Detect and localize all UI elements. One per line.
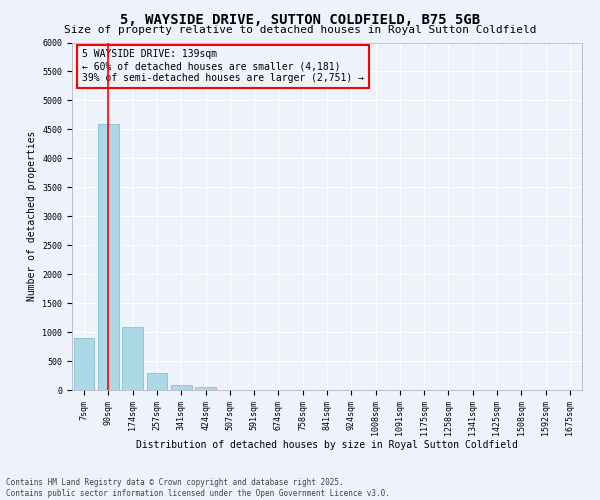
Text: Size of property relative to detached houses in Royal Sutton Coldfield: Size of property relative to detached ho… xyxy=(64,25,536,35)
Bar xyxy=(146,373,167,390)
Bar xyxy=(195,387,216,390)
Bar xyxy=(74,338,94,390)
X-axis label: Distribution of detached houses by size in Royal Sutton Coldfield: Distribution of detached houses by size … xyxy=(136,440,518,450)
Text: 5 WAYSIDE DRIVE: 139sqm
← 60% of detached houses are smaller (4,181)
39% of semi: 5 WAYSIDE DRIVE: 139sqm ← 60% of detache… xyxy=(82,50,364,82)
Bar xyxy=(122,328,143,390)
Bar xyxy=(171,386,191,390)
Text: Contains HM Land Registry data © Crown copyright and database right 2025.
Contai: Contains HM Land Registry data © Crown c… xyxy=(6,478,390,498)
Y-axis label: Number of detached properties: Number of detached properties xyxy=(27,131,37,302)
Text: 5, WAYSIDE DRIVE, SUTTON COLDFIELD, B75 5GB: 5, WAYSIDE DRIVE, SUTTON COLDFIELD, B75 … xyxy=(120,12,480,26)
Bar xyxy=(98,124,119,390)
